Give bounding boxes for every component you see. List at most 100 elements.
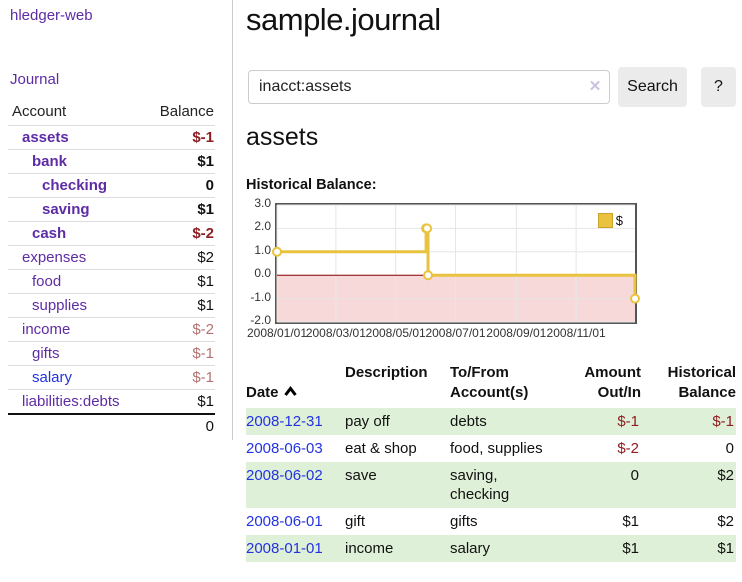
search-input[interactable]: [248, 70, 610, 104]
x-axis-tick-label: 2008/07/01: [425, 326, 486, 340]
transaction-amount: $-1: [617, 413, 639, 430]
register-header-description: Description: [345, 364, 428, 381]
register-row: 2008-06-02 save saving, checking 0 $2: [246, 462, 736, 508]
account-link-bank[interactable]: bank: [32, 153, 68, 170]
account-row: gifts $-1: [8, 341, 215, 366]
register-row: 2008-12-31 pay off debts $-1 $-1: [246, 408, 736, 435]
historical-balance-chart: $: [272, 203, 640, 324]
register-header-balance: Historical Balance: [667, 364, 736, 401]
transaction-accounts: saving, checking: [450, 467, 510, 503]
sort-ascending-icon: [283, 386, 297, 396]
account-balance: $1: [197, 201, 214, 218]
account-link-expenses[interactable]: expenses: [22, 249, 87, 266]
search-button[interactable]: Search: [618, 67, 687, 107]
account-link-income[interactable]: income: [22, 321, 71, 338]
register-header-date-label: Date: [246, 384, 279, 401]
account-row: saving $1: [8, 197, 215, 222]
transaction-amount: 0: [630, 467, 639, 484]
transaction-date-link[interactable]: 2008-01-01: [246, 540, 323, 557]
account-balance: 0: [205, 177, 214, 194]
account-row: salary $-1: [8, 365, 215, 390]
transaction-balance: $2: [717, 513, 734, 530]
register-header-date[interactable]: Date: [246, 363, 345, 408]
balance-column-header: Balance: [159, 103, 214, 120]
x-axis-tick-label: 2008/11/01: [546, 326, 606, 340]
transaction-balance: 0: [725, 440, 734, 457]
x-axis-tick-label: 2008/05/01: [365, 326, 426, 340]
transaction-date-link[interactable]: 2008-06-01: [246, 513, 323, 530]
register-table: Date Description To/From Account(s) Amou…: [246, 363, 736, 562]
account-link-salary[interactable]: salary: [32, 369, 73, 386]
chart-legend: $: [597, 213, 623, 228]
transaction-date-link[interactable]: 2008-06-03: [246, 440, 323, 457]
account-row: checking 0: [8, 173, 215, 198]
transaction-amount: $1: [622, 513, 639, 530]
account-balance: $1: [197, 273, 214, 290]
register-header-accounts: To/From Account(s): [450, 364, 529, 401]
account-row: supplies $1: [8, 293, 215, 318]
register-row: 2008-06-03 eat & shop food, supplies $-2 0: [246, 435, 736, 462]
account-row: income $-2: [8, 317, 215, 342]
account-balance: $2: [197, 249, 214, 266]
account-link-liabilities-debts[interactable]: liabilities:debts: [22, 393, 120, 410]
account-balance: $1: [197, 393, 214, 410]
y-axis-tick-label: 0.0: [254, 266, 271, 281]
account-balance: $-1: [192, 369, 214, 386]
account-balance: $-1: [192, 345, 214, 362]
y-axis-tick-label: -2.0: [250, 313, 271, 327]
account-row: food $1: [8, 269, 215, 294]
account-row: liabilities:debts $1: [8, 389, 215, 415]
transaction-accounts: gifts: [450, 513, 478, 530]
transaction-description: pay off: [345, 413, 390, 430]
clear-search-icon[interactable]: ✕: [588, 78, 602, 95]
transaction-description: gift: [345, 513, 366, 530]
y-axis-tick-label: 3.0: [254, 196, 271, 210]
accounts-column-header: Account: [12, 103, 67, 120]
chart-title: Historical Balance:: [246, 177, 377, 193]
y-axis-tick-label: 1.0: [254, 242, 271, 257]
account-row: cash $-2: [8, 221, 215, 246]
transaction-date-link[interactable]: 2008-12-31: [246, 413, 323, 430]
transaction-description: eat & shop: [345, 440, 417, 457]
account-link-supplies[interactable]: supplies: [32, 297, 88, 314]
accounts-balance-table: Account Balance assets $-1 bank $1 checking 0…: [8, 99, 215, 438]
account-link-assets[interactable]: assets: [22, 129, 69, 146]
account-row: bank $1: [8, 149, 215, 174]
account-balance: $1: [197, 297, 214, 314]
account-balance: $1: [197, 153, 214, 170]
y-axis-tick-label: 2.0: [254, 219, 271, 234]
transaction-accounts: salary: [450, 540, 491, 557]
transaction-accounts: food, supplies: [450, 440, 543, 457]
account-row: expenses $2: [8, 245, 215, 270]
account-link-saving[interactable]: saving: [42, 201, 90, 218]
transaction-accounts: debts: [450, 413, 487, 430]
transaction-description: save: [345, 467, 377, 484]
account-link-food[interactable]: food: [32, 273, 62, 290]
account-row: assets $-1: [8, 125, 215, 150]
account-link-cash[interactable]: cash: [32, 225, 67, 242]
account-heading: assets: [246, 123, 319, 151]
accounts-total-value: 0: [205, 418, 214, 435]
legend-swatch-icon: [597, 213, 613, 228]
app-brand-link[interactable]: hledger-web: [10, 7, 93, 24]
transaction-amount: $-2: [617, 440, 639, 457]
y-axis-tick-label: -1.0: [250, 289, 271, 304]
legend-label: $: [615, 213, 623, 228]
accounts-total-row: 0: [8, 414, 215, 438]
transaction-date-link[interactable]: 2008-06-02: [246, 467, 323, 484]
sidebar-item-journal[interactable]: Journal: [10, 71, 60, 88]
transaction-description: income: [345, 540, 394, 557]
account-link-gifts[interactable]: gifts: [32, 345, 60, 362]
transaction-balance: $-1: [712, 413, 734, 430]
help-button[interactable]: ?: [701, 67, 736, 107]
transaction-amount: $1: [622, 540, 639, 557]
page-title: sample.journal: [246, 2, 441, 37]
x-axis-tick-label: 2008/03/01: [305, 326, 366, 340]
account-balance: $-1: [192, 129, 214, 146]
x-axis-tick-label: 2008/09/01: [486, 326, 547, 340]
register-row: 2008-06-01 gift gifts $1 $2: [246, 508, 736, 535]
account-link-checking[interactable]: checking: [42, 177, 108, 194]
account-balance: $-2: [192, 225, 214, 242]
sidebar-divider: [232, 0, 233, 440]
